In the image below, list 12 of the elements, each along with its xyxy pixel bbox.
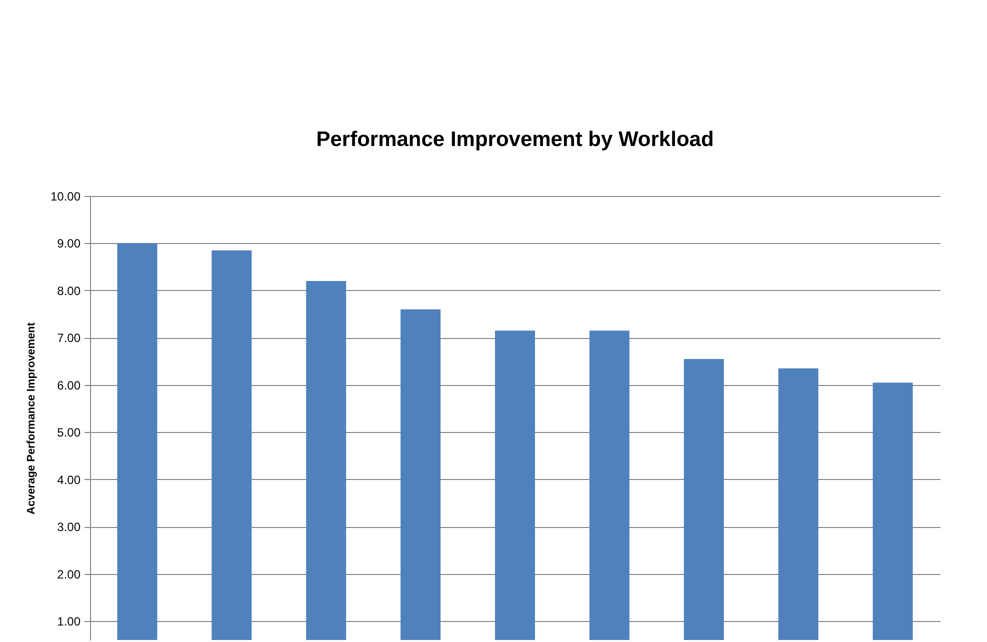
y-tick-label: 9.00 [57, 236, 81, 251]
y-tick-label: 5.00 [57, 426, 81, 440]
chart-title: Performance Improvement by Workload [316, 128, 714, 151]
y-tick-label: 6.00 [57, 378, 81, 392]
y-tick-label: 10.00 [50, 190, 81, 204]
y-tick-label: 2.00 [57, 567, 81, 582]
y-tick-label: 3.00 [57, 520, 81, 534]
y-tick-label: 4.00 [57, 472, 81, 487]
y-axis-title: Acverage Performance Improvement [25, 322, 38, 514]
y-tick-label: 8.00 [57, 284, 81, 298]
y-tick-label: 7.00 [57, 331, 81, 346]
y-tick-label: 1.00 [57, 614, 81, 629]
